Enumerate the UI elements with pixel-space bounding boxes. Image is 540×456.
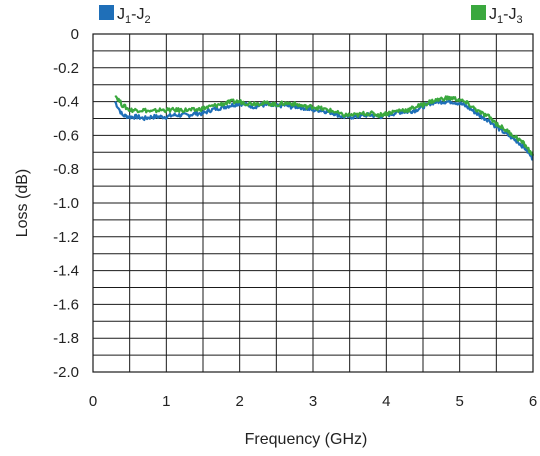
y-tick-labels: 0 -0.2 -0.4 -0.6 -0.8 -1.0 -1.2 -1.4 -1.6 -1.8 -2.…	[53, 26, 79, 381]
y-tick-label: -1.0	[53, 195, 79, 212]
y-tick-label: 0	[71, 26, 79, 43]
y-tick-label: -0.6	[53, 127, 79, 144]
y-tick-label: -0.4	[53, 94, 79, 111]
x-tick-label: 5	[455, 393, 463, 410]
series-line-j1-j2	[114, 98, 534, 161]
y-axis-title: Loss (dB)	[14, 169, 31, 237]
x-axis-title: Frequency (GHz)	[245, 431, 368, 448]
legend-label-j1-j2: J1-J2	[117, 6, 151, 26]
legend: J1-J2 J1-J3	[99, 5, 523, 26]
x-tick-label: 2	[235, 393, 243, 410]
legend-swatch-j1-j3	[471, 5, 486, 20]
y-tick-label: -0.2	[53, 60, 79, 77]
x-tick-label: 0	[89, 393, 97, 410]
plot-frame	[92, 33, 534, 373]
y-tick-label: -0.8	[53, 161, 79, 178]
y-tick-label: -1.2	[53, 229, 79, 246]
series-line-j1-j3	[114, 95, 535, 157]
x-tick-label: 4	[382, 393, 390, 410]
x-tick-label: 1	[162, 393, 170, 410]
x-tick-label: 6	[529, 393, 537, 410]
grid-layer	[93, 34, 533, 372]
y-tick-label: -1.8	[53, 330, 79, 347]
legend-label-j1-j3: J1-J3	[489, 6, 523, 26]
y-tick-label: -2.0	[53, 364, 79, 381]
legend-swatch-j1-j2	[99, 5, 114, 20]
series-layer	[114, 95, 535, 161]
x-tick-label: 3	[309, 393, 317, 410]
x-tick-labels: 0 1 2 3 4 5 6	[89, 393, 537, 410]
y-tick-label: -1.6	[53, 296, 79, 313]
y-tick-label: -1.4	[53, 263, 79, 280]
